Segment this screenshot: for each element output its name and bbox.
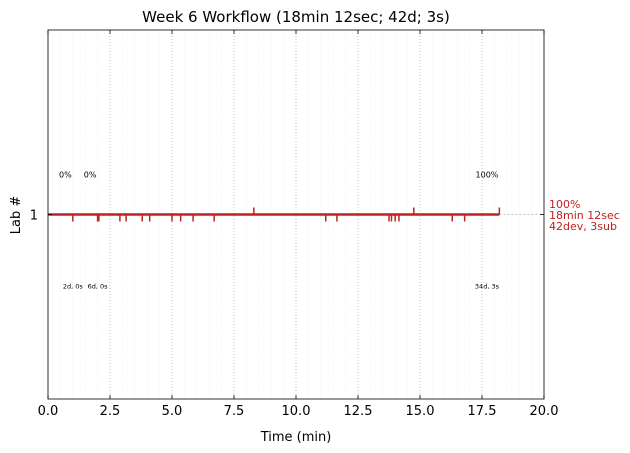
- x-tick-label: 20.0: [530, 404, 559, 419]
- x-tick-label: 15.0: [406, 404, 435, 419]
- side-summary-time: 18min 12sec: [549, 209, 620, 222]
- percent-annotation: 0%: [84, 171, 97, 180]
- count-annotation: 6d, 0s: [88, 283, 109, 291]
- percent-annotation: 100%: [476, 171, 499, 180]
- x-tick-label: 7.5: [224, 404, 245, 419]
- y-axis-label: Lab #: [9, 196, 24, 235]
- series-lab-1: [48, 207, 501, 222]
- x-tick-label: 17.5: [468, 404, 497, 419]
- percent-annotation: 0%: [59, 171, 72, 180]
- x-axis-ticks: 0.0 2.5 5.0 7.5 10.0 12.5 15.0 17.5 20.0: [38, 30, 559, 419]
- count-annotation: 34d, 3s: [475, 283, 500, 291]
- x-axis-label: Time (min): [260, 430, 332, 445]
- x-tick-label: 2.5: [100, 404, 121, 419]
- side-summary-percent: 100%: [549, 198, 580, 211]
- x-tick-label: 0.0: [38, 404, 59, 419]
- side-summary: 100% 18min 12sec 42dev, 3sub: [549, 198, 620, 233]
- side-summary-counts: 42dev, 3sub: [549, 220, 617, 233]
- chart-title: Week 6 Workflow (18min 12sec; 42d; 3s): [142, 8, 450, 26]
- annotations: 0% 0% 100% 2d, 0s 6d, 0s 34d, 3s: [59, 171, 500, 291]
- y-tick-label: 1: [30, 209, 38, 224]
- x-tick-label: 10.0: [282, 404, 311, 419]
- count-annotation: 2d, 0s: [63, 283, 84, 291]
- x-tick-label: 12.5: [344, 404, 373, 419]
- y-axis-ticks: 1: [30, 209, 544, 224]
- x-tick-label: 5.0: [162, 404, 183, 419]
